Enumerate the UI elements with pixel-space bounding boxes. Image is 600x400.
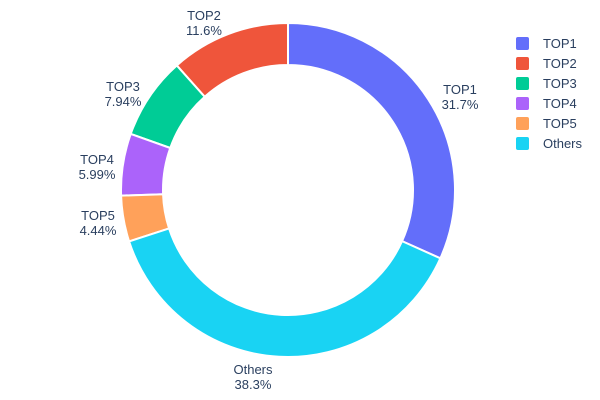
legend-swatch [516, 36, 529, 50]
slice-label-name: TOP1 [443, 82, 477, 97]
legend-swatch [516, 96, 529, 110]
slice-label-percent: 5.99% [78, 167, 116, 182]
slice-label-name: TOP5 [81, 208, 115, 223]
legend-item-top4[interactable]: TOP4 [516, 93, 582, 113]
pie-slice-top4[interactable] [120, 132, 172, 197]
pie-slice-others[interactable] [127, 227, 442, 358]
slice-label-name: Others [233, 362, 273, 377]
legend-swatch [516, 76, 529, 90]
slice-label-name: TOP3 [106, 79, 140, 94]
pie-slice-top2[interactable] [175, 21, 289, 99]
slice-label-top2: TOP2 11.6% [186, 8, 222, 38]
legend: TOP1 TOP2 TOP3 TOP4 TOP5 Others [516, 33, 582, 153]
legend-label: TOP1 [543, 35, 577, 51]
slice-label-top5: TOP5 4.44% [80, 208, 117, 238]
slice-label-others: Others 38.3% [233, 362, 272, 392]
pie-slice-top3[interactable] [129, 64, 207, 150]
legend-swatch [516, 56, 529, 70]
legend-label: TOP3 [543, 75, 577, 91]
slice-label-percent: 7.94% [104, 94, 142, 109]
slice-label-percent: 38.3% [234, 377, 272, 392]
pie-slice-top5[interactable] [120, 193, 171, 243]
slice-label-top4: TOP4 5.99% [79, 152, 116, 182]
legend-label: TOP5 [543, 115, 577, 131]
slice-label-name: TOP2 [187, 8, 221, 23]
legend-item-top2[interactable]: TOP2 [516, 53, 582, 73]
slice-label-percent: 11.6% [186, 23, 222, 38]
legend-item-top5[interactable]: TOP5 [516, 113, 582, 133]
legend-label: TOP2 [543, 55, 577, 71]
legend-label: Others [543, 135, 583, 151]
legend-item-top1[interactable]: TOP1 [516, 33, 582, 53]
slice-label-top1: TOP1 31.7% [442, 82, 479, 112]
legend-swatch [516, 136, 529, 150]
slice-label-percent: 4.44% [79, 223, 117, 238]
legend-label: TOP4 [543, 95, 577, 111]
legend-item-top3[interactable]: TOP3 [516, 73, 582, 93]
legend-swatch [516, 116, 529, 130]
slice-label-top3: TOP3 7.94% [105, 79, 142, 109]
pie-slice-top1[interactable] [287, 21, 456, 260]
slice-label-percent: 31.7% [441, 97, 479, 112]
slice-label-name: TOP4 [80, 152, 114, 167]
legend-item-others[interactable]: Others [516, 133, 582, 153]
